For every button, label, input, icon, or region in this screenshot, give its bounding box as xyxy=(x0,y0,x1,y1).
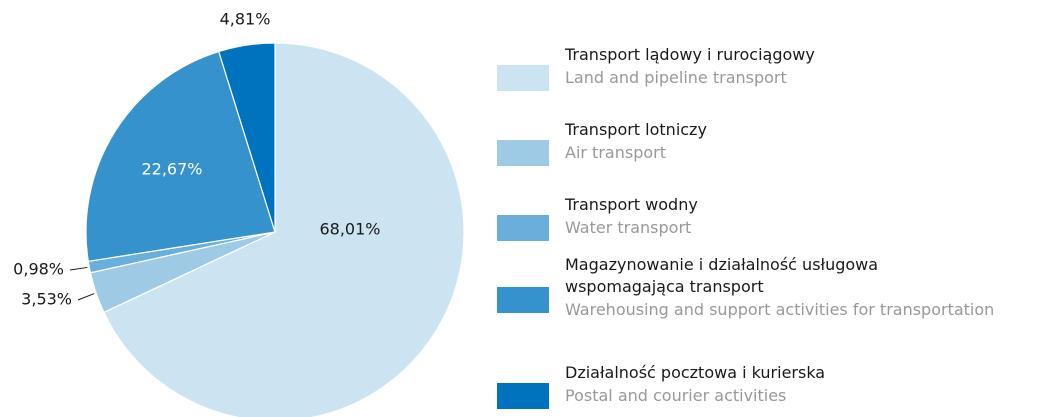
legend-label-en: Air transport xyxy=(565,143,666,162)
legend-label-en: Postal and courier activities xyxy=(565,386,787,405)
pie-slice xyxy=(85,50,276,263)
pie-slice xyxy=(103,42,465,417)
legend-swatch xyxy=(497,383,549,409)
value-label: 22,67% xyxy=(141,160,202,179)
legend-swatch xyxy=(497,65,549,91)
legend-label: Transport lotniczy xyxy=(565,120,707,139)
legend-swatch xyxy=(497,215,549,241)
legend-swatch xyxy=(497,287,549,313)
value-label: 4,81% xyxy=(220,10,271,29)
legend-label: Transport wodny xyxy=(565,195,698,214)
leader-line xyxy=(77,293,95,301)
legend-label: Magazynowanie i działalność usługowa wsp… xyxy=(565,255,879,296)
pie-slice xyxy=(217,42,276,233)
leader-line xyxy=(69,266,88,271)
legend-label: Transport lądowy i rurociągowy xyxy=(565,45,815,64)
value-label: 0,98% xyxy=(13,260,64,279)
legend-label-en: Warehousing and support activities for t… xyxy=(565,300,995,319)
legend-label-en: Water transport xyxy=(565,218,692,237)
legend-swatch xyxy=(497,140,549,166)
legend-label: Działalność pocztowa i kurierska xyxy=(565,363,826,382)
value-label: 3,53% xyxy=(21,290,72,309)
value-label: 68,01% xyxy=(319,220,380,239)
legend-label-en: Land and pipeline transport xyxy=(565,68,787,87)
